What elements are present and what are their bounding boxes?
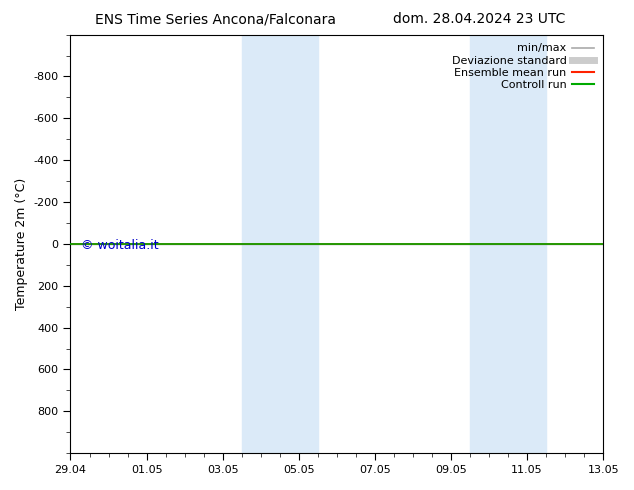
Y-axis label: Temperature 2m (°C): Temperature 2m (°C) (15, 178, 28, 310)
Bar (470, 35, 546, 453)
Bar (242, 35, 318, 453)
Text: dom. 28.04.2024 23 UTC: dom. 28.04.2024 23 UTC (393, 12, 566, 26)
Text: © woitalia.it: © woitalia.it (81, 240, 158, 252)
Text: ENS Time Series Ancona/Falconara: ENS Time Series Ancona/Falconara (95, 12, 336, 26)
Legend: min/max, Deviazione standard, Ensemble mean run, Controll run: min/max, Deviazione standard, Ensemble m… (448, 40, 598, 94)
